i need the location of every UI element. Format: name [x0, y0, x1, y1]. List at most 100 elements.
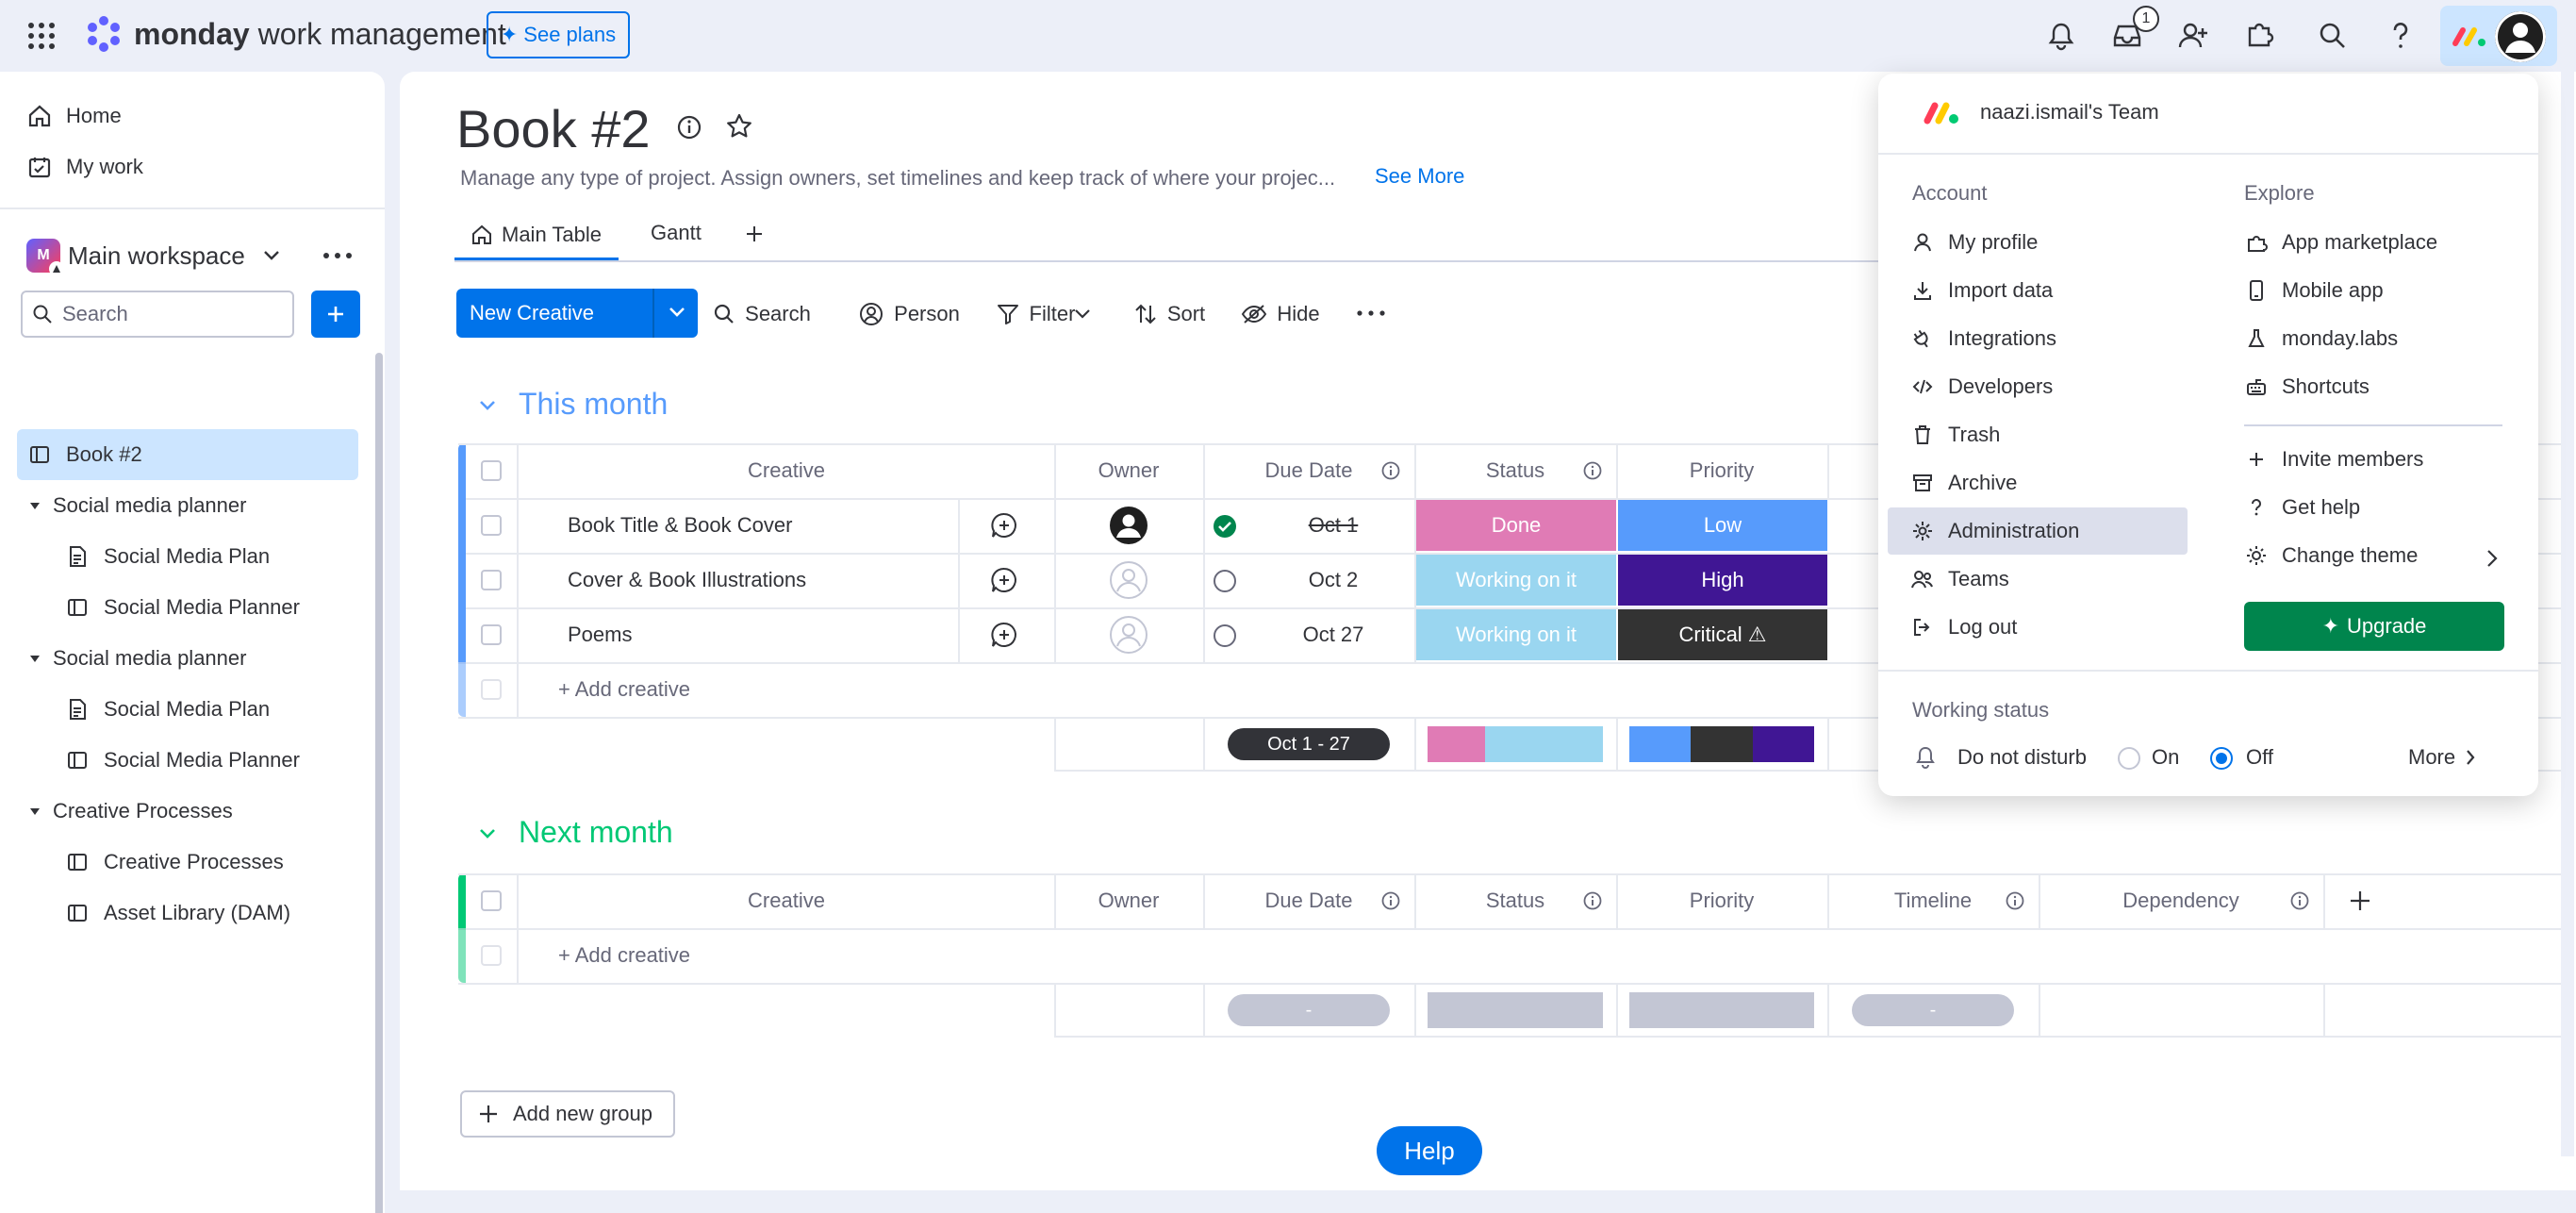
select-all-checkbox[interactable] [481, 460, 502, 481]
dnd-on-radio[interactable] [2118, 747, 2140, 770]
workspace-selector[interactable]: M Main workspace [26, 232, 300, 279]
column-header-status[interactable]: Status [1414, 873, 1616, 928]
menu-item-get-help[interactable]: Get help [2244, 484, 2480, 531]
sidebar-item-board[interactable]: Social Media Plan [17, 684, 358, 735]
column-header-timeline[interactable]: Timeline [1827, 873, 2039, 928]
add-update-icon[interactable] [990, 511, 1018, 540]
sidebar-scrollbar[interactable] [375, 353, 383, 1213]
new-item-button[interactable]: New Creative [456, 289, 698, 338]
toolbar-filter-button[interactable]: Filter [969, 291, 1101, 338]
timeline-summary[interactable]: - [1852, 994, 2014, 1026]
due-date-value[interactable]: Oct 1 [1308, 513, 1359, 537]
status-cell[interactable]: Done [1416, 500, 1616, 551]
item-name[interactable]: Book Title & Book Cover [568, 513, 793, 537]
dnd-off-label[interactable]: Off [2246, 745, 2273, 769]
due-date-value[interactable]: Oct 27 [1302, 623, 1364, 646]
column-header-due-date[interactable]: Due Date [1203, 873, 1414, 928]
menu-item-trash[interactable]: Trash [1888, 411, 2188, 458]
notifications-bell-icon[interactable] [2044, 19, 2078, 53]
chevron-down-icon[interactable] [668, 306, 686, 319]
column-header-creative[interactable]: Creative [519, 873, 1054, 928]
search-icon[interactable] [2316, 19, 2350, 53]
toolbar-search-button[interactable]: Search [686, 291, 837, 338]
column-header-dependency[interactable]: Dependency [2039, 873, 2323, 928]
toolbar-sort-button[interactable]: Sort [1115, 291, 1224, 338]
add-update-icon[interactable] [990, 621, 1018, 649]
toolbar-more-icon[interactable] [1354, 302, 1388, 324]
add-update-icon[interactable] [990, 566, 1018, 594]
owner-avatar[interactable] [1109, 506, 1148, 545]
column-info-icon[interactable] [1380, 890, 1401, 911]
brand-name[interactable]: monday work management [134, 17, 506, 52]
inbox-icon[interactable] [2110, 19, 2144, 53]
sidebar-item-board[interactable]: Social Media Planner [17, 582, 358, 633]
sidebar-folder[interactable]: Creative Processes [17, 786, 358, 837]
sidebar-item-board[interactable]: Asset Library (DAM) [17, 888, 358, 939]
column-info-icon[interactable] [2289, 890, 2310, 911]
menu-item-administration[interactable]: Administration [1888, 507, 2188, 555]
see-plans-button[interactable]: ✦ See plans [487, 11, 630, 58]
tab-gantt[interactable]: Gantt [651, 221, 702, 244]
sidebar-item-board[interactable]: Social Media Planner [17, 735, 358, 786]
select-all-checkbox[interactable] [481, 890, 502, 911]
add-item-input[interactable]: + Add creative [558, 677, 691, 701]
empty-owner-avatar[interactable] [1109, 615, 1148, 655]
dnd-on-label[interactable]: On [2152, 745, 2180, 769]
change-theme-chevron-right-icon[interactable] [2485, 548, 2499, 569]
column-header-status[interactable]: Status [1414, 443, 1616, 498]
column-header-due-date[interactable]: Due Date [1203, 443, 1414, 498]
due-date-done-icon[interactable] [1213, 514, 1237, 539]
apps-grid-icon[interactable] [26, 21, 57, 51]
toolbar-hide-button[interactable]: Hide [1226, 291, 1335, 338]
menu-item-my-profile[interactable]: My profile [1888, 219, 2188, 266]
page-title[interactable]: Book #2 [456, 99, 651, 158]
menu-item-mobile-app[interactable]: Mobile app [2244, 267, 2518, 314]
main-vertical-scrollbar[interactable] [2561, 72, 2574, 1156]
sidebar-item-home[interactable]: Home [17, 91, 358, 141]
dnd-off-radio[interactable] [2210, 747, 2233, 770]
status-cell[interactable]: Working on it [1416, 555, 1616, 606]
menu-item-app-marketplace[interactable]: App marketplace [2244, 219, 2518, 266]
account-menu-button[interactable] [2440, 6, 2557, 66]
group-collapse-chevron-icon[interactable] [477, 398, 498, 413]
sidebar-folder[interactable]: Social media planner [17, 480, 358, 531]
info-icon[interactable] [675, 113, 703, 141]
item-name[interactable]: Cover & Book Illustrations [568, 568, 807, 591]
add-board-button[interactable] [311, 291, 360, 338]
menu-item-developers[interactable]: Developers [1888, 363, 2188, 410]
menu-item-teams[interactable]: Teams [1888, 556, 2188, 603]
add-item-input[interactable]: + Add creative [558, 943, 691, 967]
item-name[interactable]: Poems [568, 623, 633, 646]
sidebar-folder[interactable]: Social media planner [17, 633, 358, 684]
sidebar-item-board[interactable]: Social Media Plan [17, 531, 358, 582]
menu-item-change-theme[interactable]: Change theme [2244, 532, 2480, 579]
menu-item-shortcuts[interactable]: Shortcuts [2244, 363, 2518, 410]
row-checkbox[interactable] [481, 515, 502, 536]
upgrade-button[interactable]: ✦ Upgrade [2244, 602, 2504, 651]
apps-puzzle-icon[interactable] [2244, 19, 2278, 53]
menu-item-monday-labs[interactable]: monday.labs [2244, 315, 2518, 362]
empty-owner-avatar[interactable] [1109, 560, 1148, 600]
column-header-owner[interactable]: Owner [1054, 443, 1203, 498]
add-new-group-button[interactable]: Add new group [460, 1090, 675, 1138]
menu-item-archive[interactable]: Archive [1888, 459, 2188, 507]
column-header-priority[interactable]: Priority [1616, 873, 1827, 928]
toolbar-person-button[interactable]: Person [824, 291, 994, 338]
menu-item-import-data[interactable]: Import data [1888, 267, 2188, 314]
column-header-priority[interactable]: Priority [1616, 443, 1827, 498]
due-date-summary[interactable]: - [1228, 994, 1390, 1026]
due-date-value[interactable]: Oct 2 [1308, 568, 1359, 591]
priority-cell[interactable]: Critical ⚠ [1618, 609, 1827, 660]
sidebar-item-board[interactable]: Book #2 [17, 429, 358, 480]
help-button[interactable]: Help [1377, 1126, 1482, 1175]
column-info-icon[interactable] [2005, 890, 2025, 911]
column-info-icon[interactable] [1380, 460, 1401, 481]
sidebar-item-my-work[interactable]: My work [17, 141, 358, 192]
add-column-icon[interactable] [2348, 889, 2372, 913]
favorite-star-icon[interactable] [724, 111, 754, 141]
see-more-link[interactable]: See More [1375, 164, 1465, 188]
due-date-summary[interactable]: Oct 1 - 27 [1228, 728, 1390, 760]
status-cell[interactable]: Working on it [1416, 609, 1616, 660]
menu-item-invite-members[interactable]: Invite members [2244, 436, 2480, 483]
tab-main-table[interactable]: Main Table [454, 211, 619, 260]
